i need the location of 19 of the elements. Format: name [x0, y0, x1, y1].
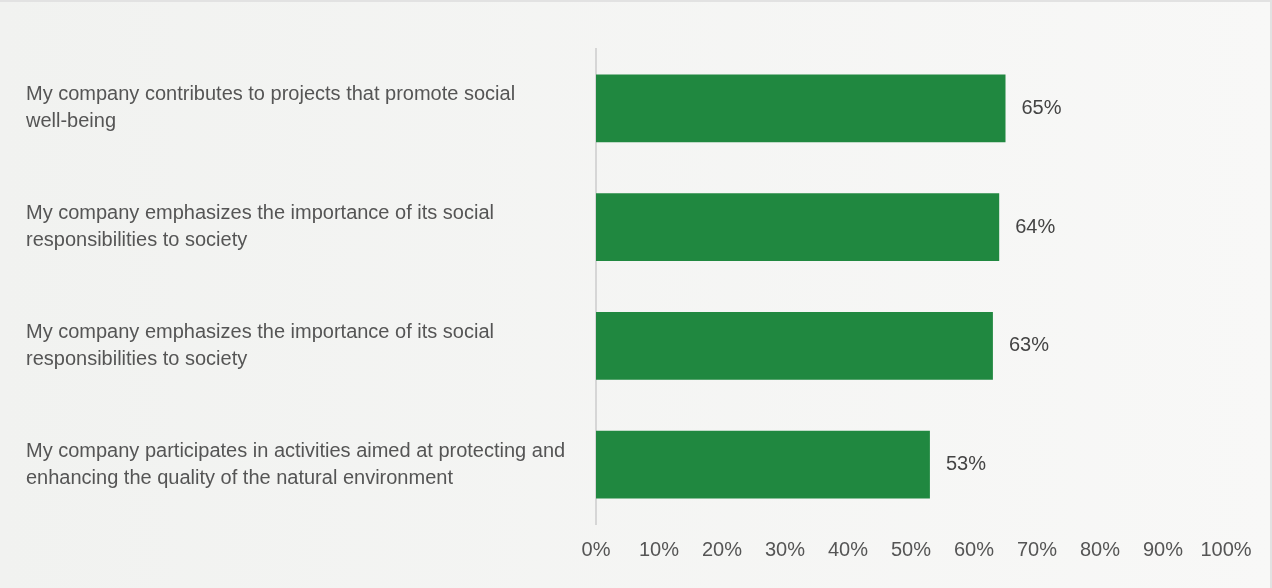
x-tick-label: 80%	[1079, 537, 1121, 560]
x-tick-label: 50%	[890, 537, 932, 560]
x-tick-label: 10%	[638, 537, 680, 560]
y-tick-label: My company participates in activities aimed at protecting and enhancing the quality of the natural environment	[26, 438, 566, 488]
x-tick-label: 30%	[764, 537, 806, 560]
data-label: 65%	[1021, 95, 1062, 118]
data-label: 63%	[1008, 333, 1050, 356]
y-tick-label: My company emphasizes the importance of its social responsibilities to society	[26, 319, 494, 369]
x-tick-label: 90%	[1142, 537, 1184, 560]
x-tick-label: 20%	[701, 537, 743, 560]
x-tick-label: 0%	[581, 537, 611, 560]
x-tick-label: 70%	[1016, 537, 1058, 560]
y-tick-label: My company contributes to projects that promote social well-being	[25, 82, 516, 132]
x-tick-label: 100%	[1200, 537, 1252, 560]
x-tick-label: 40%	[827, 537, 869, 560]
x-tick-label: 60%	[953, 537, 995, 560]
data-label: 64%	[1015, 214, 1056, 237]
data-label: 53%	[945, 452, 987, 475]
y-tick-label: My company emphasizes the importance of its social responsibilities to society	[26, 201, 494, 251]
